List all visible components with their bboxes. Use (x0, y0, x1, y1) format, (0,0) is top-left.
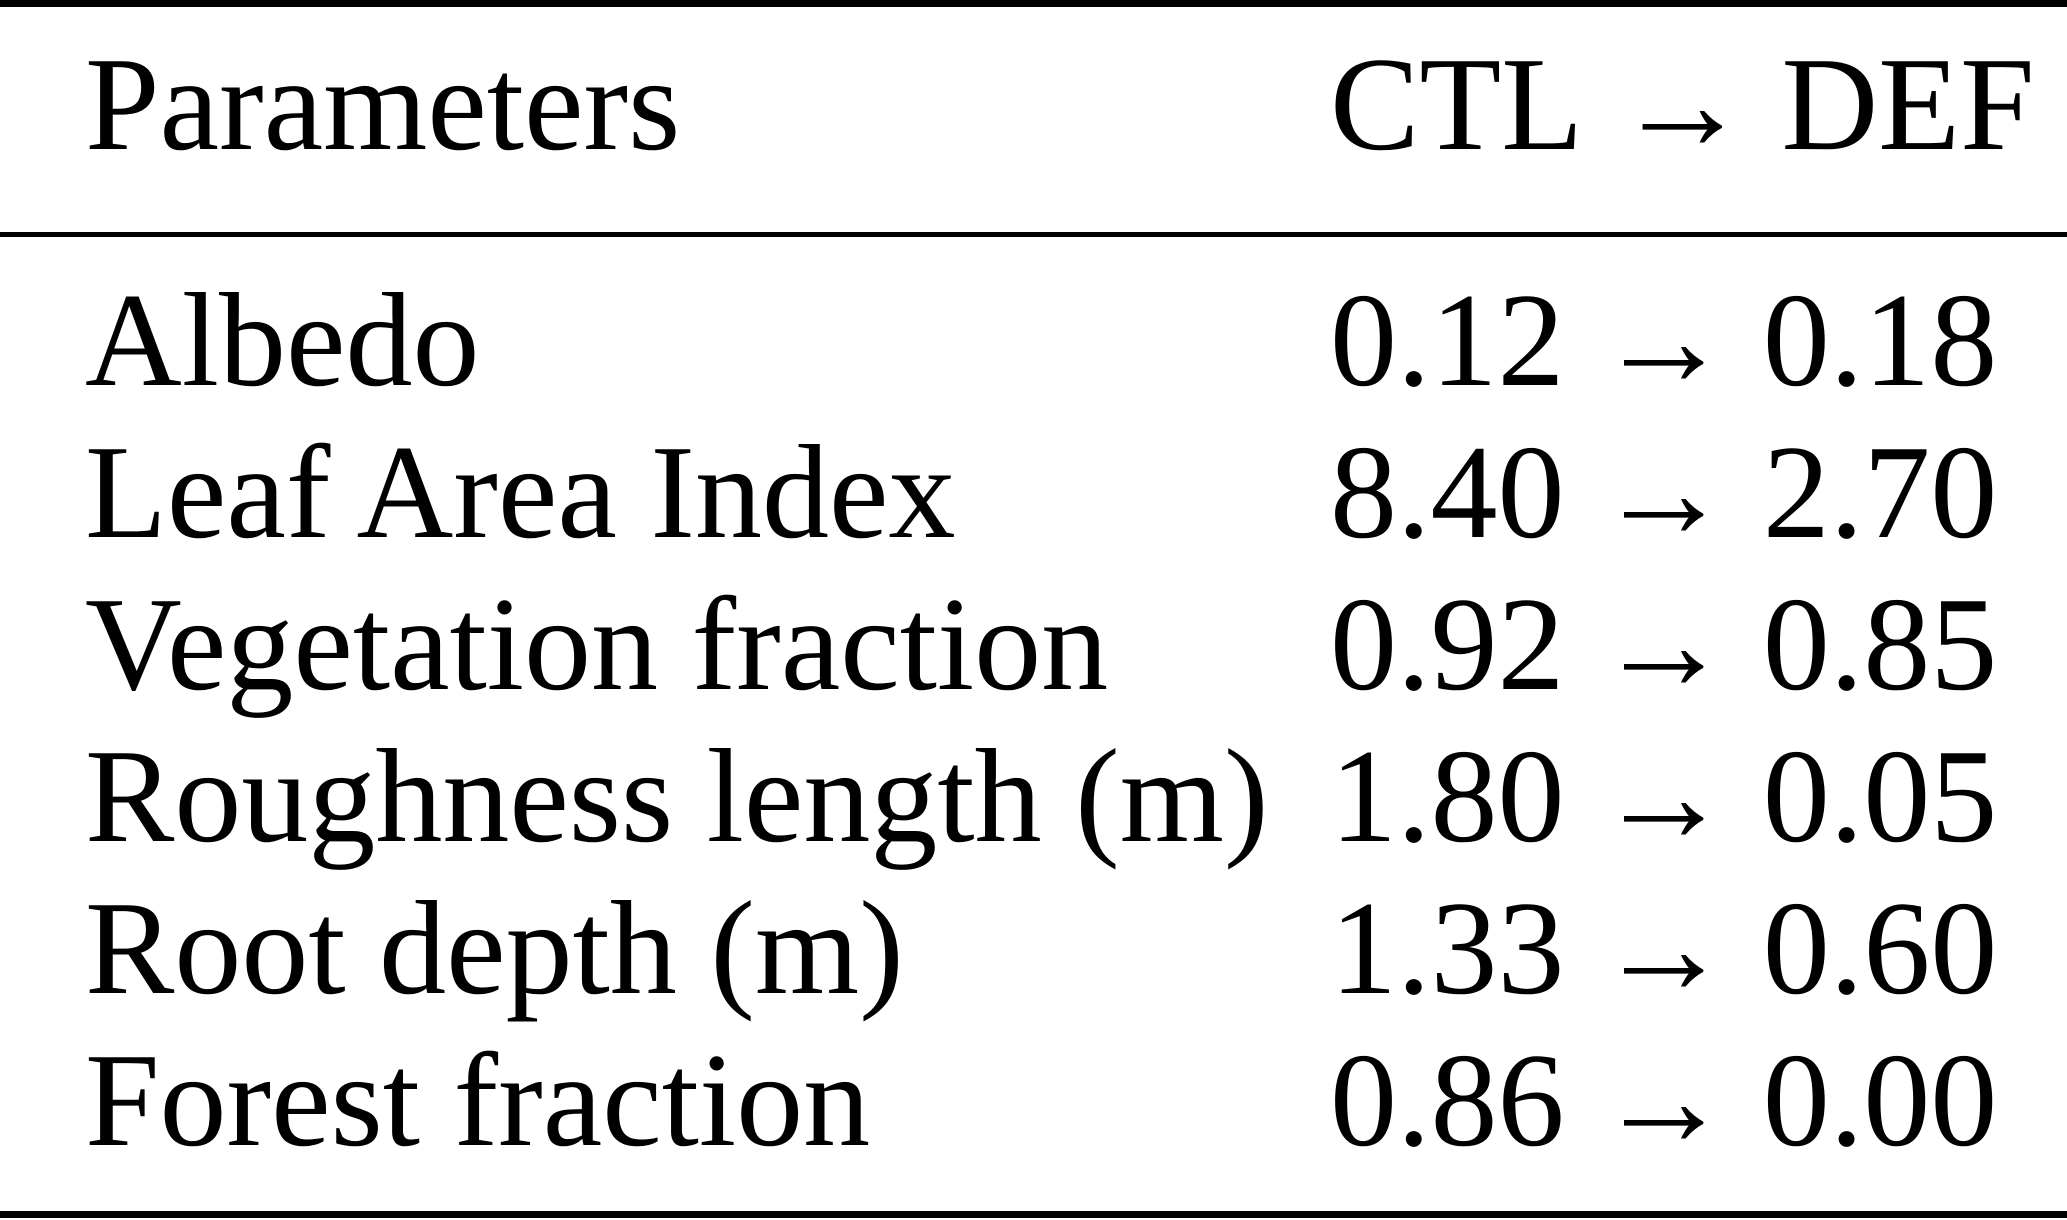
parameter-value: 8.40 → 2.70 (1330, 416, 1997, 568)
parameter-name: Root depth (m) (85, 874, 904, 1022)
parameter-value: 1.33 → 0.60 (1330, 872, 1997, 1024)
parameter-value: 0.12 → 0.18 (1330, 264, 1997, 416)
table-bottom-rule (0, 1211, 2067, 1218)
table-body: Albedo 0.12 → 0.18 Leaf Area Index 8.40 → 2.… (0, 264, 2067, 1176)
right-arrow-icon: → (1596, 722, 1731, 870)
right-arrow-icon: → (1615, 30, 1750, 178)
parameter-name: Vegetation fraction (85, 570, 1109, 718)
parameter-value: 1.80 → 0.05 (1330, 720, 1997, 872)
header-ctl-label: CTL (1330, 30, 1584, 178)
table-row: Leaf Area Index 8.40 → 2.70 (0, 416, 2067, 568)
ctl-value: 0.92 (1330, 570, 1565, 718)
ctl-value: 1.80 (1330, 722, 1565, 870)
def-value: 0.00 (1762, 1026, 1998, 1174)
parameter-name: Roughness length (m) (85, 722, 1269, 870)
ctl-value: 8.40 (1330, 418, 1565, 566)
header-parameters: Parameters (85, 30, 681, 178)
table-row: Root depth (m) 1.33 → 0.60 (0, 872, 2067, 1024)
header-ctl-def: CTL → DEF (1330, 36, 2035, 172)
def-value: 0.85 (1762, 570, 1998, 718)
table-row: Vegetation fraction 0.92 → 0.85 (0, 568, 2067, 720)
def-value: 0.60 (1762, 874, 1998, 1022)
table-row: Forest fraction 0.86 → 0.00 (0, 1024, 2067, 1176)
parameter-name: Forest fraction (85, 1026, 871, 1174)
table-row: Roughness length (m) 1.80 → 0.05 (0, 720, 2067, 872)
ctl-value: 1.33 (1330, 874, 1565, 1022)
ctl-value: 0.12 (1330, 266, 1565, 414)
table-top-rule (0, 0, 2067, 7)
right-arrow-icon: → (1596, 570, 1731, 718)
table-header-row: Parameters CTL → DEF (0, 36, 2067, 172)
right-arrow-icon: → (1596, 418, 1731, 566)
parameter-name: Leaf Area Index (85, 418, 956, 566)
parameter-value: 0.86 → 0.00 (1330, 1024, 1997, 1176)
right-arrow-icon: → (1596, 266, 1731, 414)
parameter-value: 0.92 → 0.85 (1330, 568, 1997, 720)
def-value: 0.05 (1762, 722, 1998, 870)
table-header-rule (0, 232, 2067, 237)
ctl-value: 0.86 (1330, 1026, 1565, 1174)
right-arrow-icon: → (1596, 1026, 1731, 1174)
def-value: 0.18 (1762, 266, 1998, 414)
def-value: 2.70 (1762, 418, 1998, 566)
header-def-label: DEF (1781, 30, 2035, 178)
parameter-name: Albedo (85, 266, 480, 414)
table-row: Albedo 0.12 → 0.18 (0, 264, 2067, 416)
right-arrow-icon: → (1596, 874, 1731, 1022)
